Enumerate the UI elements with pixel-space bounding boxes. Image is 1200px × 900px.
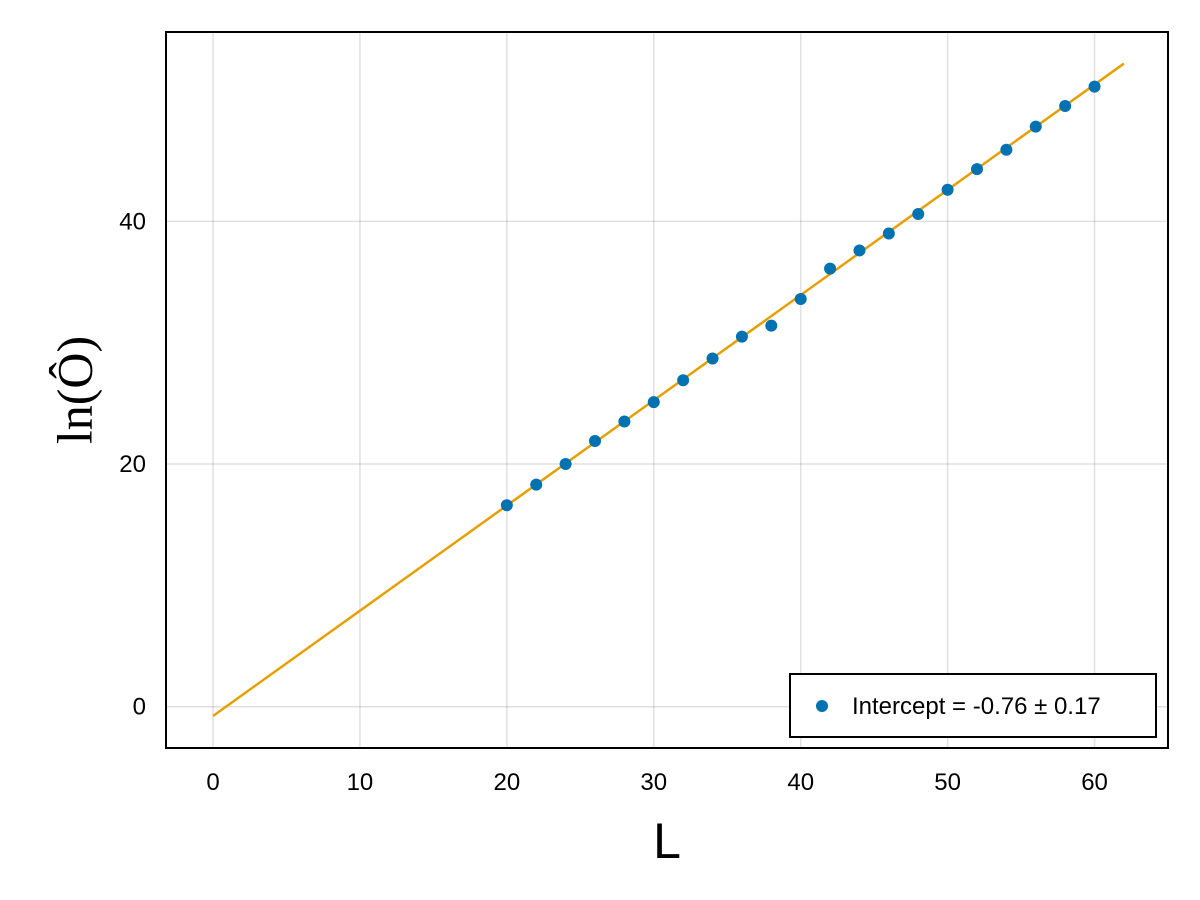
x-tick-label: 20 — [494, 769, 521, 796]
plot-frame — [165, 31, 1169, 749]
data-point — [882, 227, 895, 240]
x-axis-label: L — [653, 813, 681, 869]
data-point — [1029, 120, 1042, 133]
legend: Intercept = -0.76 ± 0.17 — [789, 673, 1157, 738]
data-point — [765, 319, 778, 332]
data-point — [647, 396, 660, 409]
data-point — [589, 434, 602, 447]
data-point — [1088, 80, 1101, 93]
legend-label: Intercept = -0.76 ± 0.17 — [852, 693, 1101, 720]
data-point — [530, 478, 543, 491]
data-point — [853, 244, 866, 257]
data-point — [618, 415, 631, 428]
x-tick-label: 40 — [787, 769, 814, 796]
data-point — [971, 163, 984, 176]
legend-marker — [816, 700, 828, 712]
tick-labels: 0 10 20 30 40 50 60 0 20 40 — [119, 208, 1108, 796]
x-tick-label: 0 — [206, 769, 219, 796]
x-tick-label: 50 — [934, 769, 961, 796]
data-point — [941, 183, 954, 196]
data-point — [794, 292, 807, 305]
data-point — [1059, 100, 1072, 113]
data-point — [824, 262, 837, 275]
data-point — [677, 374, 690, 387]
x-tick-label: 30 — [640, 769, 667, 796]
fit-line-layer — [212, 62, 1125, 717]
y-axis-label: ln(Ô) — [46, 336, 102, 444]
data-points — [500, 80, 1101, 512]
x-tick-label: 60 — [1081, 769, 1108, 796]
x-tick-label: 10 — [347, 769, 374, 796]
data-point — [735, 330, 748, 343]
y-tick-label: 0 — [133, 694, 146, 721]
data-point — [559, 458, 572, 471]
data-point — [706, 352, 719, 365]
legend-box — [789, 673, 1157, 738]
grid — [166, 32, 1168, 748]
data-point — [500, 499, 513, 512]
data-point — [1000, 143, 1013, 156]
fit-line — [212, 62, 1125, 717]
y-tick-label: 40 — [119, 208, 146, 235]
data-point — [912, 208, 925, 221]
y-tick-label: 20 — [119, 451, 146, 478]
